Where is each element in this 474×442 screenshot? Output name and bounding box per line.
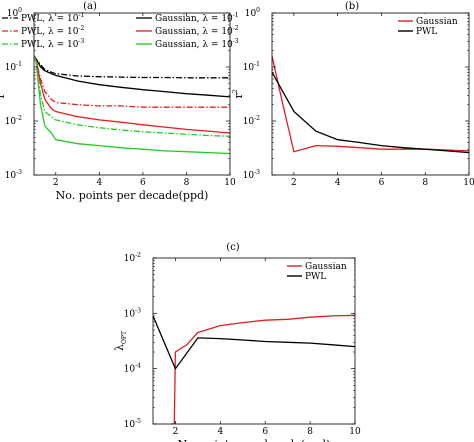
x-tick-label: 10 <box>349 427 361 437</box>
legend-label-exp: -1 <box>233 12 239 19</box>
y-tick-label-exp: 0 <box>18 7 22 14</box>
y-tick-label-exp: -3 <box>254 169 260 176</box>
legend-label-exp: -3 <box>78 38 84 45</box>
series-line-6 <box>34 55 230 155</box>
y-tick-label-exp: -1 <box>16 61 22 68</box>
y-tick-label: 10-3 <box>124 307 141 319</box>
plot-frame <box>152 257 356 425</box>
y-axis-label-exp: 2 <box>0 89 1 93</box>
series-group <box>272 55 469 154</box>
y-axis-label: λOPT <box>113 331 128 351</box>
legend-label-4: Gaussian, λ = 10-1 <box>155 12 239 24</box>
x-tick-label: 2 <box>53 178 59 188</box>
y-tick-label: 10-4 <box>124 363 141 375</box>
legend-label-5: Gaussian, λ = 10-2 <box>155 25 239 37</box>
series-group <box>153 314 355 424</box>
y-tick-label: 10-5 <box>124 418 141 430</box>
x-tick-label: 4 <box>335 178 341 188</box>
series-line-1 <box>171 314 355 424</box>
y-axis-label-exp: 2 <box>232 89 239 93</box>
x-tick-label: 6 <box>140 178 146 188</box>
y-tick-label: 10-1 <box>243 61 260 73</box>
y-tick-label-exp: 0 <box>256 7 260 14</box>
panel-label: (c) <box>226 242 240 253</box>
legend-box <box>395 14 465 38</box>
series-line-1 <box>34 55 230 79</box>
x-axis-label: No. points per decade(ppd) <box>56 189 209 202</box>
y-tick-label: 10-1 <box>5 61 22 73</box>
x-tick-label: 10 <box>463 178 474 188</box>
series-line-4 <box>34 55 230 98</box>
legend-label-2: PWL <box>416 27 437 37</box>
x-tick-label: 4 <box>96 178 102 188</box>
y-tick-label-exp: -2 <box>135 252 141 259</box>
x-tick-label: 6 <box>262 427 268 437</box>
series-line-2 <box>272 71 469 154</box>
series-line-5 <box>34 55 230 134</box>
series-group <box>34 55 230 155</box>
x-tick-label: 8 <box>422 178 428 188</box>
y-tick-label: 10-2 <box>124 252 141 264</box>
y-tick-label-exp: -2 <box>254 115 260 122</box>
x-tick-label: 10 <box>224 178 236 188</box>
legend-label-exp: -3 <box>233 38 239 45</box>
legend-label-exp: -2 <box>78 25 84 32</box>
chart-panel-3: (c) 2 4 6 8 10 10-5 10-4 10-3 10-2 No. points per … <box>113 242 361 442</box>
y-tick-label: 10-3 <box>5 169 22 181</box>
legend-label-6: Gaussian, λ = 10-3 <box>155 38 239 50</box>
x-tick-label: 6 <box>379 178 385 188</box>
legend-label-3: PWL, λ = 10-3 <box>21 38 84 50</box>
legend-label-1: PWL, λ = 10-1 <box>21 12 84 24</box>
plot-frame <box>271 12 470 176</box>
legend-label-exp: -1 <box>78 12 84 19</box>
y-tick-label-exp: -3 <box>135 307 141 314</box>
y-tick-label: 100 <box>245 7 260 19</box>
series-line-2 <box>34 55 230 108</box>
legend-label-1: Gaussian <box>416 17 458 27</box>
legend-label-exp: -2 <box>233 25 239 32</box>
chart-panel-1: (a) 2 4 6 8 10 10-3 10-2 10-1 100 No. points per d… <box>0 1 239 202</box>
y-tick-label-exp: -4 <box>135 363 141 370</box>
x-tick-label: 8 <box>184 178 190 188</box>
series-line-1 <box>272 55 469 153</box>
y-tick-label-exp: -2 <box>16 115 22 122</box>
y-axis-label-sub: OPT <box>121 331 128 344</box>
y-axis-label: r2 <box>232 89 245 98</box>
x-tick-label: 4 <box>217 427 223 437</box>
x-axis-label: No. points per decade(ppd) <box>178 438 331 442</box>
panel-label: (a) <box>83 1 97 12</box>
legend-box <box>284 259 354 283</box>
y-tick-label: 10-3 <box>243 169 260 181</box>
y-axis-label: r2 <box>0 89 7 98</box>
y-tick-label-exp: -3 <box>16 169 22 176</box>
legend-label-1: Gaussian <box>305 262 347 272</box>
series-line-2 <box>153 315 355 371</box>
panel-label: (b) <box>345 1 359 12</box>
plot-frame <box>33 12 231 176</box>
y-tick-label: 100 <box>7 7 22 19</box>
x-tick-label: 2 <box>291 178 297 188</box>
legend-label-2: PWL, λ = 10-2 <box>21 25 84 37</box>
y-tick-label-exp: -5 <box>135 418 141 425</box>
x-tick-label: 2 <box>173 427 179 437</box>
y-tick-label: 10-2 <box>243 115 260 127</box>
y-tick-label-exp: -1 <box>254 61 260 68</box>
x-tick-label: 8 <box>307 427 313 437</box>
series-line-3 <box>34 55 230 137</box>
y-tick-label: 10-2 <box>5 115 22 127</box>
legend-label-2: PWL <box>305 272 326 282</box>
